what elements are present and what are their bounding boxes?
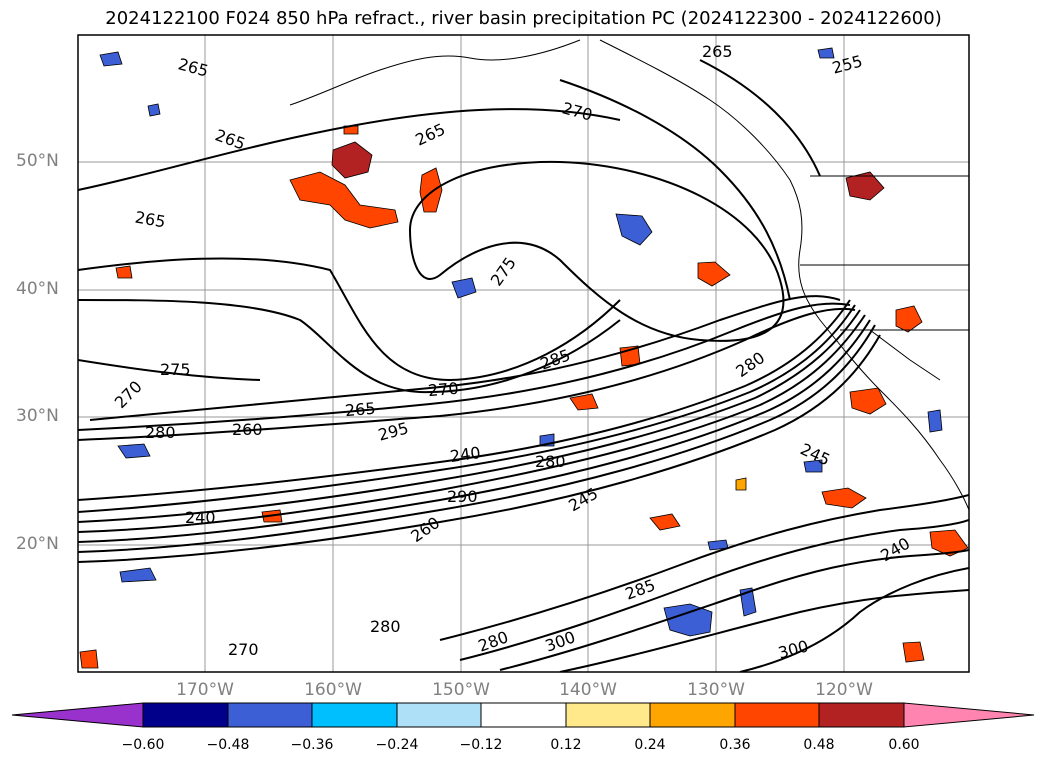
colorbar-tick: −0.60 — [121, 737, 165, 753]
colorbar-tick: 0.36 — [719, 737, 751, 753]
lon-label: 130°W — [687, 680, 745, 700]
colorbar-tick: −0.24 — [375, 737, 419, 753]
colorbar-tick: −0.36 — [290, 737, 334, 753]
lon-label: 120°W — [815, 680, 873, 700]
contour-label: 270 — [427, 378, 460, 401]
contour-label: 280 — [145, 423, 176, 442]
refractivity-contours — [78, 59, 969, 672]
lat-label: 20°N — [16, 534, 59, 554]
colorbar-tick: 0.12 — [550, 737, 582, 753]
colorbar-tick: 0.60 — [888, 737, 920, 753]
contour-label: 265 — [344, 398, 377, 421]
lon-label: 150°W — [432, 680, 490, 700]
map-frame — [77, 34, 970, 673]
colorbar-tick: 0.24 — [634, 737, 666, 753]
colorbar-tick: −0.48 — [206, 737, 250, 753]
lat-label: 40°N — [16, 279, 59, 299]
contour-label: 290 — [447, 487, 478, 506]
lon-label: 140°W — [559, 680, 617, 700]
contour-label: 240 — [185, 508, 216, 527]
contour-label: 260 — [232, 420, 263, 439]
contour-label: 280 — [370, 617, 401, 636]
colorbar — [11, 702, 1035, 728]
colorbar-tick: 0.48 — [803, 737, 835, 753]
lon-label: 160°W — [304, 680, 362, 700]
lat-label: 50°N — [16, 151, 59, 171]
lat-label: 30°N — [16, 406, 59, 426]
colorbar-tick: −0.12 — [459, 737, 503, 753]
contour-label: 270 — [228, 640, 259, 659]
contour-label: 280 — [535, 452, 566, 471]
precipitation-patches — [79, 47, 969, 669]
map-title: 2024122100 F024 850 hPa refract., river … — [105, 8, 942, 29]
lon-label: 170°W — [176, 680, 234, 700]
coastlines — [289, 39, 969, 511]
contour-label: 275 — [160, 360, 191, 379]
contour-label: 265 — [702, 42, 733, 61]
graticule — [78, 35, 969, 672]
